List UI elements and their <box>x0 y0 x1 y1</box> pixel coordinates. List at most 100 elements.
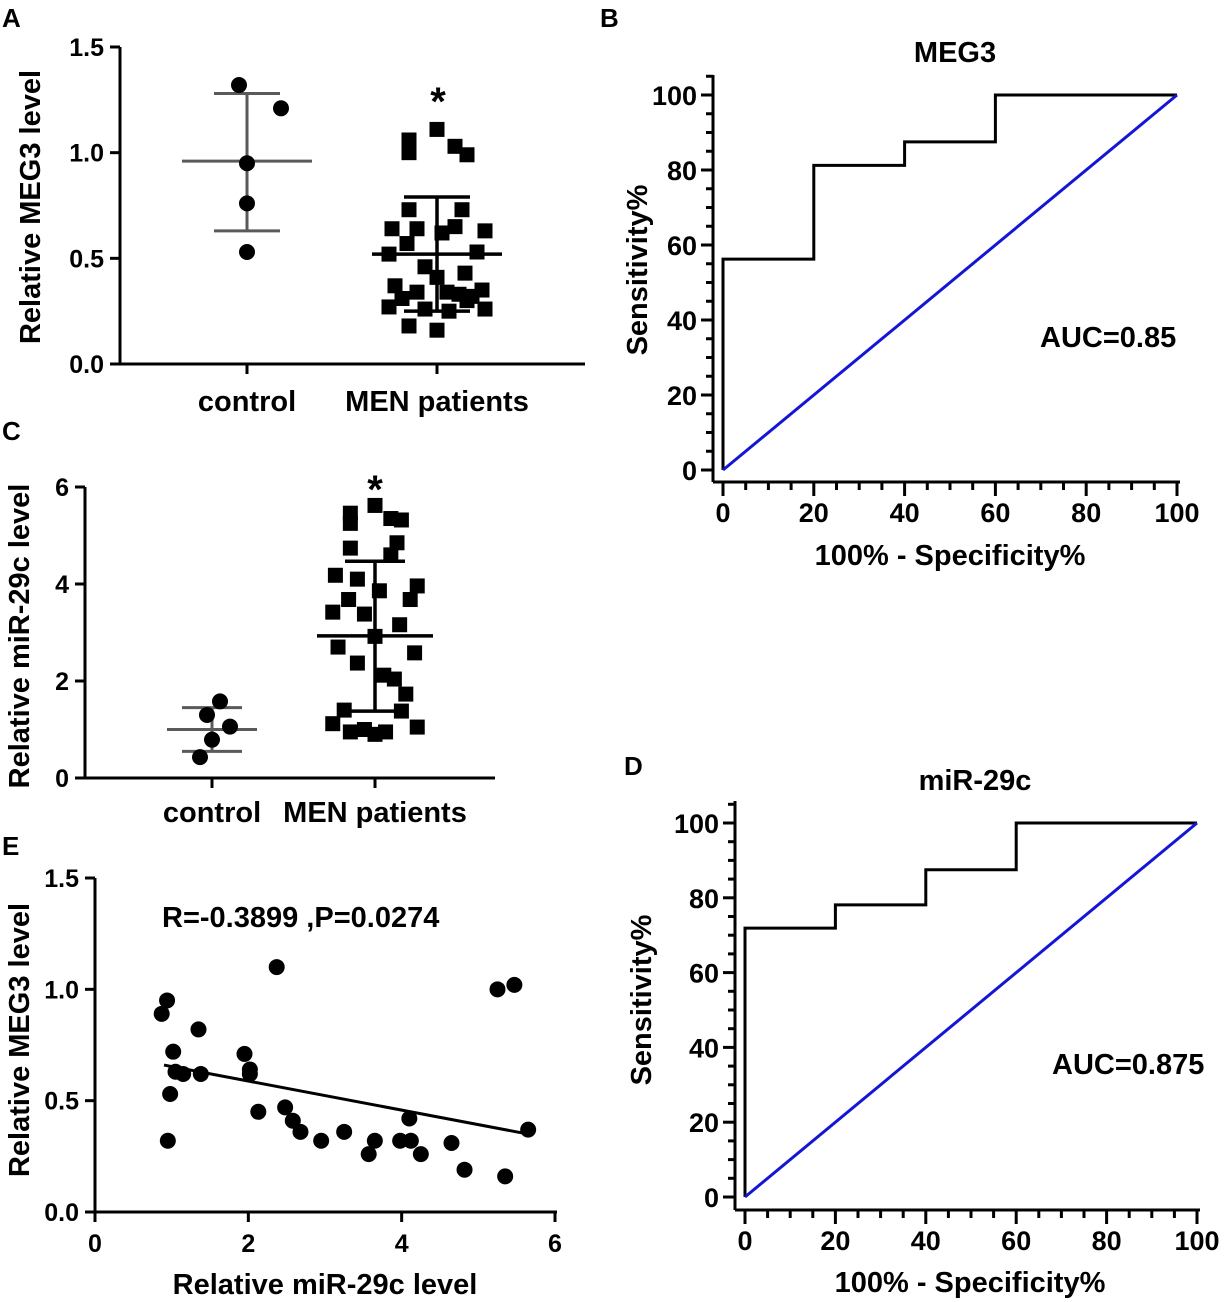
chart-c-data-point <box>349 655 365 671</box>
chart-e-y-tick-label: 0.0 <box>44 1199 79 1227</box>
chart-c-data-point <box>389 535 405 551</box>
chart-a-data-point <box>239 155 255 172</box>
chart-e-data-point <box>443 1134 460 1151</box>
chart-c-data-point <box>367 628 383 644</box>
chart-c-data-point <box>342 515 358 531</box>
chart-b-x-tick-label: 0 <box>715 498 730 528</box>
chart-c-data-point <box>398 686 414 702</box>
chart-c-data-point <box>341 592 357 608</box>
chart-b-y-tick-label: 80 <box>667 156 697 186</box>
chart-c-y-tick-label: 6 <box>55 474 69 502</box>
chart-a-data-point <box>447 138 463 154</box>
chart-b-roc-curve <box>721 93 1177 470</box>
chart-c-y-tick-label: 4 <box>55 571 69 599</box>
chart-d-y-tick-label: 60 <box>689 959 719 989</box>
chart-a-data-point <box>459 147 475 163</box>
chart-b-title: MEG3 <box>914 37 996 69</box>
chart-d-y-tick-label: 0 <box>704 1183 719 1213</box>
chart-c-data-point <box>212 693 228 710</box>
chart-c-x-tick-label: MEN patients <box>283 797 467 829</box>
chart-a-data-point <box>387 278 403 294</box>
chart-e-data-point <box>277 1099 294 1116</box>
chart-c-data-point <box>407 645 423 661</box>
chart-e-data-point <box>336 1123 353 1140</box>
chart-a-y-tick-label: 0.5 <box>69 245 104 273</box>
chart-e-data-point <box>250 1103 267 1120</box>
chart-a-data-point <box>409 284 425 300</box>
chart-a-x-tick-label: MEN patients <box>345 386 529 418</box>
chart-c-data-point <box>367 726 383 742</box>
chart-d-title: miR-29c <box>919 765 1032 797</box>
chart-e-correlation: R=-0.3899 ,P=0.0274 <box>162 902 439 934</box>
chart-a-data-point <box>459 293 475 309</box>
chart-b-x-tick-label: 60 <box>980 498 1010 528</box>
chart-a-ylabel: Relative MEG3 level <box>15 70 47 344</box>
chart-c-data-point <box>336 702 352 718</box>
chart-e-data-point <box>190 1021 207 1038</box>
chart-e-data-point <box>402 1132 419 1149</box>
chart-c-data-point <box>402 592 418 608</box>
chart-c-data-point <box>367 497 383 513</box>
chart-d-y-tick-label: 100 <box>674 809 719 839</box>
chart-c-data-point <box>393 703 409 719</box>
chart-a-data-point <box>231 77 247 94</box>
chart-a-data-point <box>239 243 255 260</box>
chart-a-data-point <box>381 246 397 262</box>
chart-c-data-point <box>383 547 399 563</box>
chart-a-data-point <box>273 100 289 117</box>
chart-e-data-point <box>497 1168 514 1185</box>
chart-b-ylabel: Sensitivity% <box>622 184 654 355</box>
chart-a-data-point <box>401 202 417 218</box>
chart-a-data-point <box>454 202 470 218</box>
panel-label-b: B <box>600 3 619 33</box>
chart-d-y-tick-label: 80 <box>689 884 719 914</box>
chart-a-data-point <box>401 132 417 148</box>
chart-c-data-point <box>192 749 208 766</box>
chart-e-data-point <box>159 1132 176 1149</box>
chart-c-y-tick-label: 2 <box>55 668 69 696</box>
chart-a-data-point <box>439 284 455 300</box>
chart-e-data-point <box>412 1146 429 1163</box>
panel-label-c: C <box>2 416 21 446</box>
chart-a-data-point <box>384 221 400 237</box>
chart-c-data-point <box>409 719 425 735</box>
chart-e-y-tick-label: 1.0 <box>44 976 79 1004</box>
chart-e-xlabel: Relative miR-29c level <box>173 1269 478 1301</box>
chart-e-data-point <box>456 1161 473 1178</box>
chart-c-data-point <box>392 617 408 633</box>
chart-d-x-tick-label: 100 <box>1174 1226 1219 1256</box>
chart-c-data-point <box>386 671 402 687</box>
chart-c-data-point <box>325 604 341 620</box>
chart-a-data-point <box>409 221 425 237</box>
chart-e-data-point <box>165 1043 182 1060</box>
chart-d-x-tick-label: 60 <box>1001 1226 1031 1256</box>
chart-b-y-tick-label: 100 <box>652 81 697 111</box>
chart-d-auc: AUC=0.875 <box>1052 1049 1204 1081</box>
chart-e-data-point <box>360 1146 377 1163</box>
panel-label-a: A <box>2 3 21 33</box>
chart-a-data-point <box>441 303 457 319</box>
chart-a-y-tick-label: 0.0 <box>69 351 104 379</box>
chart-e-data-point <box>241 1065 258 1082</box>
chart-e-x-tick-label: 0 <box>88 1230 102 1258</box>
chart-b-y-tick-label: 20 <box>667 381 697 411</box>
panel-label-e: E <box>2 831 19 861</box>
chart-a-data-point <box>477 223 493 239</box>
chart-b-x-tick-label: 80 <box>1071 498 1101 528</box>
chart-a-data-point <box>434 225 450 241</box>
chart-c-data-point <box>356 606 372 622</box>
chart-a-data-point <box>429 322 445 338</box>
chart-a-significance: * <box>430 80 446 124</box>
chart-e-data-point <box>162 1085 179 1102</box>
chart-e-data-point <box>268 959 285 976</box>
chart-a-y-tick-label: 1.0 <box>69 140 104 168</box>
chart-e-data-point <box>292 1123 309 1140</box>
chart-d-y-tick-label: 40 <box>689 1033 719 1063</box>
chart-a-data-point <box>417 301 433 317</box>
chart-e-data-point <box>489 981 506 998</box>
chart-e-data-point <box>520 1121 537 1138</box>
chart-e-data-point <box>284 1112 301 1129</box>
chart-d-x-tick-label: 20 <box>820 1226 850 1256</box>
panel-label-d: D <box>624 751 643 781</box>
chart-a-data-point <box>239 195 255 212</box>
